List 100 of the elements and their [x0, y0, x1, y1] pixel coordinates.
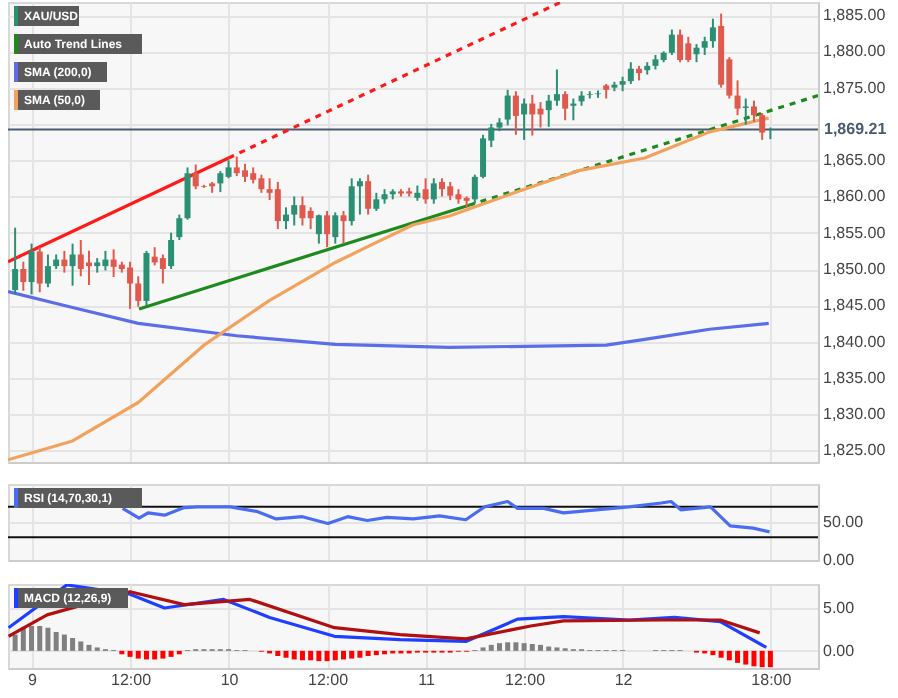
bar	[521, 643, 527, 651]
candlestick	[693, 43, 700, 64]
candlestick	[315, 213, 322, 245]
bar	[488, 644, 494, 651]
candlestick	[168, 231, 175, 270]
bar	[70, 638, 76, 651]
bar	[299, 650, 305, 661]
bar	[29, 626, 35, 651]
candlestick	[480, 133, 487, 180]
bar	[349, 650, 355, 659]
candlestick	[365, 173, 372, 216]
candlestick	[545, 93, 552, 128]
candlestick	[356, 177, 363, 216]
candlestick	[283, 206, 290, 231]
x-tick-label: 12:00	[308, 671, 350, 689]
candlestick	[28, 242, 35, 296]
candlestick	[348, 177, 355, 227]
bar	[37, 626, 43, 651]
bar	[61, 634, 67, 651]
candlestick	[447, 180, 454, 202]
y-tick-label: 50.00	[823, 513, 865, 531]
y-tick-label: 1,845.00	[823, 296, 887, 315]
candlestick	[750, 99, 757, 123]
bar	[529, 644, 535, 651]
bar	[505, 642, 511, 651]
bar	[12, 634, 18, 651]
candlestick	[759, 112, 766, 141]
x-tick-label: 18:00	[751, 671, 793, 689]
bar	[340, 650, 346, 660]
candlestick	[529, 93, 536, 137]
candlestick	[192, 163, 199, 191]
bar	[127, 650, 133, 657]
candlestick	[668, 28, 675, 56]
bar	[735, 650, 741, 663]
candlestick	[44, 253, 51, 289]
bar	[78, 641, 84, 651]
candlestick	[20, 260, 27, 292]
candlestick	[430, 177, 437, 205]
x-tick-label: 9	[28, 671, 39, 689]
y-tick-label: 5.00	[823, 599, 856, 617]
y-tick-label: 0.00	[823, 641, 856, 660]
candlestick	[709, 17, 716, 49]
candlestick	[143, 249, 150, 307]
x-tick-label: 11	[418, 671, 436, 689]
candlestick	[553, 68, 560, 107]
candlestick	[299, 195, 306, 227]
candlestick	[135, 275, 142, 308]
bar	[316, 650, 322, 662]
x-tick-label: 10	[220, 671, 240, 689]
candlestick	[340, 209, 347, 245]
candlestick	[373, 191, 380, 212]
candlestick	[159, 253, 166, 285]
y-tick-label: 1,835.00	[823, 368, 887, 387]
candlestick	[12, 226, 19, 296]
candlestick	[217, 170, 224, 194]
y-tick-label: 1,855.00	[823, 223, 887, 242]
bar	[373, 650, 379, 656]
y-tick-label: 1,850.00	[823, 260, 887, 278]
x-tick-label: 12:00	[505, 671, 547, 689]
y-tick-label: 0.00	[823, 551, 856, 569]
bar	[726, 650, 732, 661]
candlestick	[332, 211, 339, 245]
candlestick	[61, 249, 68, 274]
candlestick	[570, 97, 577, 122]
candlestick	[521, 97, 528, 141]
candlestick	[701, 35, 708, 56]
bar	[324, 650, 330, 662]
y-tick-label: 1,880.00	[823, 42, 887, 61]
candlestick	[734, 79, 741, 117]
candlestick	[86, 249, 92, 286]
candlestick	[258, 173, 265, 194]
bar	[357, 650, 363, 658]
bar	[152, 650, 158, 660]
candlestick	[127, 260, 134, 310]
bar	[168, 650, 174, 657]
candlestick	[562, 90, 569, 122]
bar	[759, 650, 765, 668]
bar	[291, 650, 297, 660]
candlestick	[307, 206, 314, 231]
candlestick	[504, 88, 511, 127]
bar	[513, 642, 519, 651]
bar	[45, 627, 51, 651]
candlestick	[512, 90, 519, 136]
y-tick-label: 1,830.00	[823, 405, 887, 424]
bar	[332, 650, 338, 661]
x-tick-label: 12:00	[111, 671, 153, 689]
candlestick	[439, 177, 446, 198]
bar	[751, 650, 757, 667]
candlestick	[77, 238, 84, 278]
candlestick	[685, 35, 692, 64]
y-tick-label: 1,825.00	[823, 441, 887, 460]
bar	[308, 650, 314, 661]
y-tick-label: 1,865.00	[823, 151, 887, 170]
candlestick	[241, 162, 248, 183]
bar	[496, 643, 502, 651]
candlestick	[176, 213, 183, 241]
bar	[135, 650, 141, 659]
candlestick	[274, 180, 281, 231]
bar	[143, 650, 149, 660]
bar	[275, 650, 281, 656]
